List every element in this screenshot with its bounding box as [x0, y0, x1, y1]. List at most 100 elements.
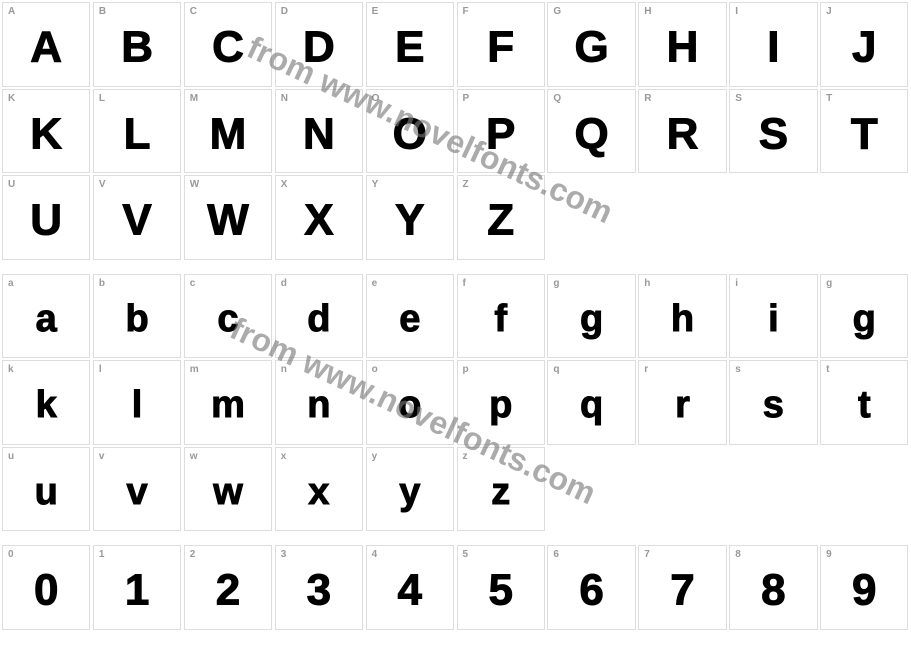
glyph-cell: gg [547, 274, 635, 359]
glyph-cell: NN [275, 89, 363, 174]
glyph-cell: nn [275, 360, 363, 445]
cell-label: Z [463, 179, 469, 190]
glyph-cell: 88 [729, 545, 817, 630]
cell-label: 0 [8, 549, 14, 560]
glyph-cell: 55 [457, 545, 545, 630]
cell-label: b [99, 278, 105, 289]
glyph-display: E [395, 26, 424, 70]
glyph-display: P [486, 112, 515, 156]
glyph-display: w [213, 473, 243, 511]
cell-label: v [99, 451, 105, 462]
glyph-display: f [494, 300, 507, 338]
section-digits: 00112233445566778899 [2, 545, 909, 630]
glyph-display: h [671, 300, 694, 338]
glyph-display: y [399, 473, 420, 511]
glyph-cell: RR [638, 89, 726, 174]
glyph-display: H [667, 26, 699, 70]
glyph-cell: tt [820, 360, 908, 445]
glyph-cell: ZZ [457, 175, 545, 260]
cell-label: I [735, 6, 738, 17]
empty-cell [820, 175, 908, 260]
glyph-display: x [308, 473, 329, 511]
glyph-display: 8 [761, 569, 785, 613]
glyph-cell: CC [184, 2, 272, 87]
glyph-cell: WW [184, 175, 272, 260]
glyph-display: i [768, 300, 779, 338]
cell-label: G [553, 6, 561, 17]
glyph-cell: PP [457, 89, 545, 174]
glyph-display: N [303, 112, 335, 156]
cell-label: 4 [372, 549, 378, 560]
glyph-cell: kk [2, 360, 90, 445]
glyph-display: S [759, 112, 788, 156]
glyph-cell: yy [366, 447, 454, 532]
cell-label: 5 [463, 549, 469, 560]
cell-label: k [8, 364, 14, 375]
cell-label: H [644, 6, 651, 17]
glyph-cell: cc [184, 274, 272, 359]
glyph-display: B [121, 26, 153, 70]
glyph-cell: 77 [638, 545, 726, 630]
glyph-cell: DD [275, 2, 363, 87]
cell-label: z [463, 451, 468, 462]
cell-label: q [553, 364, 559, 375]
glyph-cell: oo [366, 360, 454, 445]
cell-label: O [372, 93, 380, 104]
cell-label: S [735, 93, 742, 104]
glyph-display: z [491, 473, 510, 511]
glyph-display: k [36, 386, 57, 424]
cell-label: 9 [826, 549, 832, 560]
cell-label: h [644, 278, 650, 289]
cell-label: N [281, 93, 288, 104]
cell-label: 6 [553, 549, 559, 560]
glyph-cell: 99 [820, 545, 908, 630]
cell-label: 3 [281, 549, 287, 560]
glyph-display: g [580, 300, 603, 338]
cell-label: U [8, 179, 15, 190]
cell-label: t [826, 364, 829, 375]
cell-label: V [99, 179, 106, 190]
glyph-cell: xx [275, 447, 363, 532]
glyph-cell: HH [638, 2, 726, 87]
glyph-cell: SS [729, 89, 817, 174]
glyph-display: G [574, 26, 608, 70]
empty-cell [820, 447, 908, 532]
cell-label: y [372, 451, 378, 462]
glyph-display: 7 [670, 569, 694, 613]
glyph-display: g [853, 300, 876, 338]
cell-label: T [826, 93, 832, 104]
cell-label: f [463, 278, 466, 289]
empty-cell [547, 175, 635, 260]
glyph-cell: TT [820, 89, 908, 174]
glyph-display: Y [395, 199, 424, 243]
cell-label: l [99, 364, 102, 375]
cell-label: 8 [735, 549, 741, 560]
glyph-cell: UU [2, 175, 90, 260]
glyph-cell: 00 [2, 545, 90, 630]
cell-label: R [644, 93, 651, 104]
cell-label: 2 [190, 549, 196, 560]
cell-label: g [826, 278, 832, 289]
glyph-cell: MM [184, 89, 272, 174]
cell-label: J [826, 6, 832, 17]
glyph-display: C [212, 26, 244, 70]
glyph-cell: ll [93, 360, 181, 445]
glyph-cell: LL [93, 89, 181, 174]
cell-label: e [372, 278, 378, 289]
glyph-display: J [852, 26, 876, 70]
glyph-cell: KK [2, 89, 90, 174]
glyph-cell: YY [366, 175, 454, 260]
glyph-cell: EE [366, 2, 454, 87]
cell-label: w [190, 451, 198, 462]
section-uppercase: AABBCCDDEEFFGGHHIIJJKKLLMMNNOOPPQQRRSSTT… [2, 2, 909, 260]
cell-label: d [281, 278, 287, 289]
cell-label: K [8, 93, 15, 104]
glyph-display: U [30, 199, 62, 243]
empty-cell [729, 175, 817, 260]
glyph-cell: 66 [547, 545, 635, 630]
glyph-cell: rr [638, 360, 726, 445]
glyph-cell: 11 [93, 545, 181, 630]
glyph-display: m [211, 386, 245, 424]
glyph-display: c [217, 300, 238, 338]
glyph-display: 9 [852, 569, 876, 613]
